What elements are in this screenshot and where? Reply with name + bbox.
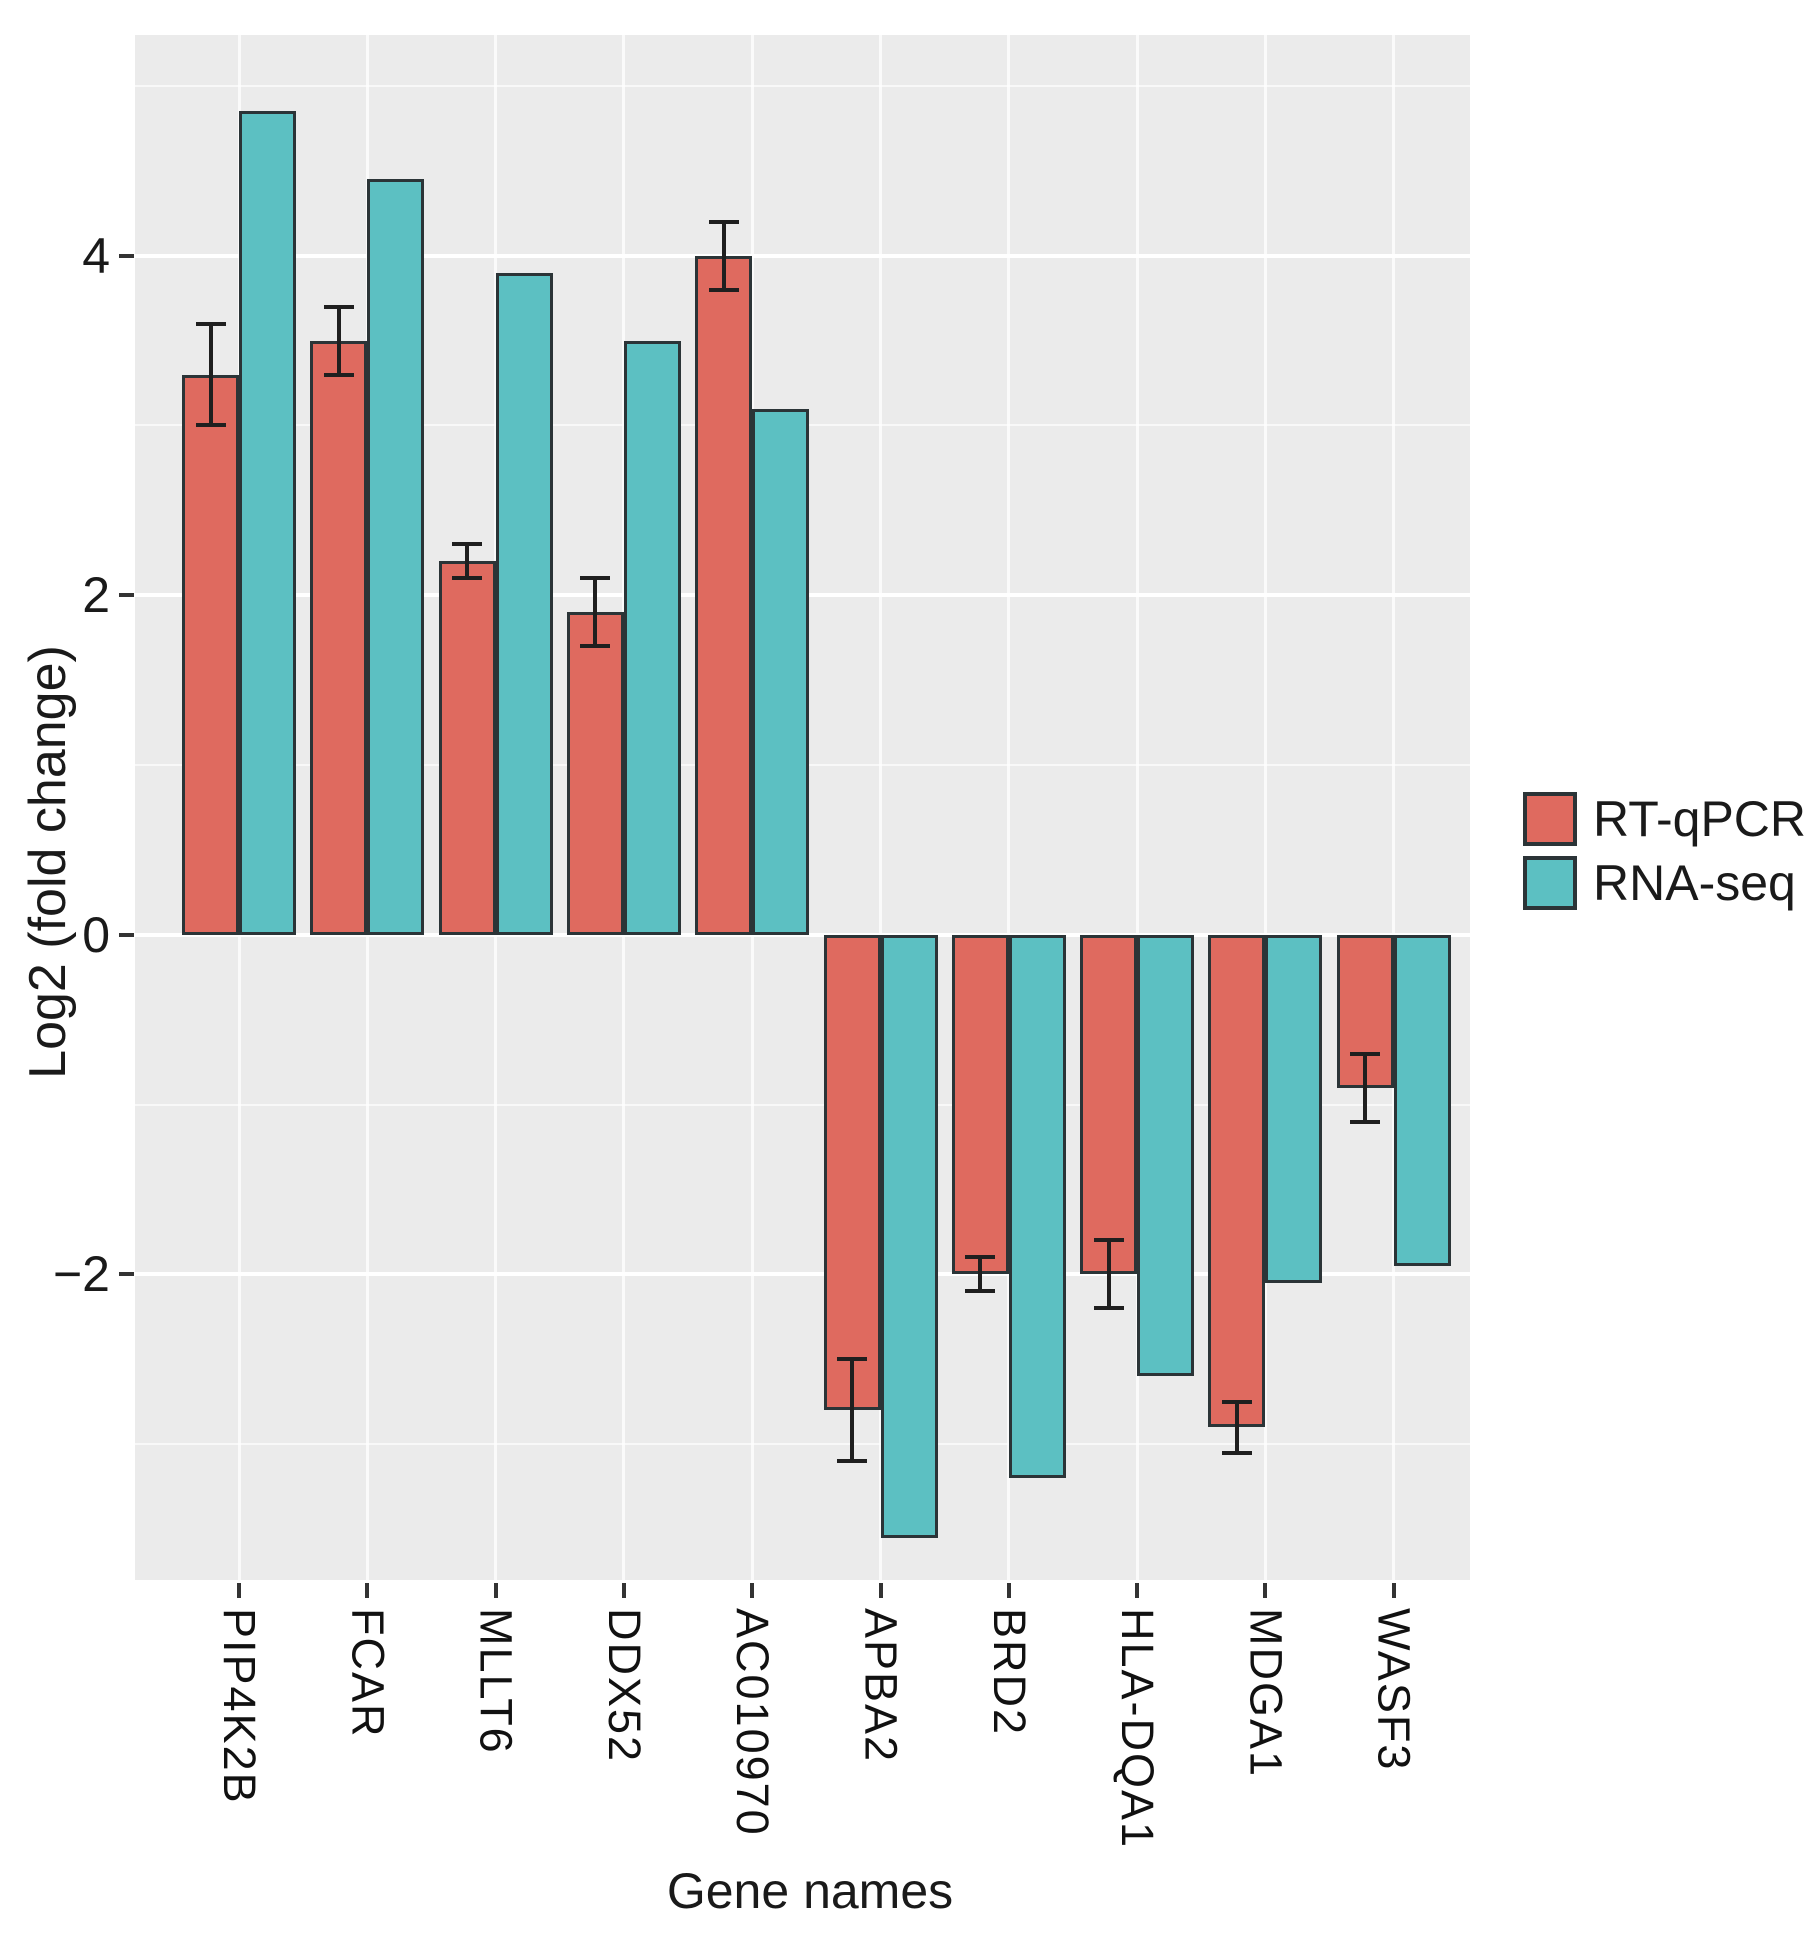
errorbar-cap (965, 1255, 996, 1260)
errorbar-cap (580, 576, 611, 581)
y-major-gridline (135, 932, 1470, 937)
y-major-gridline (135, 253, 1470, 258)
errorbar-cap (708, 219, 739, 224)
x-tick-label-gene: DDX52 (598, 1608, 650, 1764)
x-tick-label-gene: APBA2 (855, 1608, 907, 1764)
x-tick-label-gene: MLLT6 (470, 1608, 522, 1755)
x-tick-label-gene: HLA-DQA1 (1112, 1608, 1164, 1850)
x-gridline (879, 35, 882, 1580)
x-tick-mark (365, 1583, 370, 1598)
y-axis-title: Log2 (fold change) (19, 645, 77, 1079)
x-tick-label-gene: AC010970 (727, 1608, 779, 1837)
x-gridline (1135, 35, 1139, 1580)
errorbar-cap (1350, 1051, 1381, 1056)
legend-label-rna-seq: RNA-seq (1593, 855, 1796, 911)
y-tick-label: −2 (52, 1246, 110, 1303)
y-tick-label: 2 (82, 567, 110, 624)
legend-entry-rna-seq: RNA-seq (1523, 854, 1806, 912)
x-gridline (1007, 35, 1011, 1580)
rna-seq-bar (752, 408, 810, 935)
x-tick-mark (493, 1583, 498, 1598)
rt-qpcr-swatch-icon (1523, 792, 1577, 846)
rt-qpcr-bar (1208, 934, 1266, 1428)
errorbar (208, 323, 213, 426)
rna-seq-bar (495, 272, 553, 935)
rt-qpcr-bar (182, 374, 239, 935)
errorbar-cap (1221, 1399, 1252, 1404)
errorbar (850, 1359, 854, 1462)
rt-qpcr-bar (823, 934, 881, 1411)
y-minor-gridline (135, 1443, 1470, 1446)
rna-seq-bar (1137, 934, 1195, 1377)
errorbar-cap (195, 321, 226, 326)
legend: RT-qPCR RNA-seq (1523, 790, 1806, 918)
x-tick-mark (1135, 1583, 1140, 1598)
legend-label-rt-qpcr: RT-qPCR (1593, 791, 1807, 847)
errorbar-cap (452, 576, 483, 581)
errorbar (336, 306, 341, 375)
errorbar (1363, 1053, 1368, 1122)
y-tick-label: 0 (82, 906, 110, 963)
errorbar-cap (580, 644, 611, 649)
rt-qpcr-bar (951, 934, 1009, 1275)
x-tick-label-gene: BRD2 (983, 1608, 1035, 1737)
rt-qpcr-bar (310, 340, 368, 935)
y-tick-mark (119, 593, 134, 598)
errorbar (978, 1257, 983, 1292)
rna-seq-bar (239, 111, 296, 935)
legend-entry-rt-qpcr: RT-qPCR (1523, 790, 1806, 848)
y-major-gridline (135, 1272, 1470, 1277)
errorbar-cap (323, 304, 354, 309)
x-tick-label-gene: PIP4K2B (214, 1608, 265, 1805)
rna-seq-bar (880, 934, 938, 1538)
y-tick-mark (119, 1272, 134, 1277)
errorbar (1234, 1401, 1239, 1453)
rna-seq-swatch-icon (1523, 856, 1577, 910)
errorbar-cap (708, 287, 739, 292)
errorbar-cap (452, 542, 483, 547)
errorbar (593, 578, 598, 647)
rt-qpcr-bar (566, 612, 624, 935)
y-tick-mark (119, 253, 134, 258)
x-tick-mark (1391, 1583, 1396, 1598)
x-tick-mark (237, 1583, 241, 1598)
errorbar (1106, 1240, 1111, 1309)
errorbar-cap (1093, 1238, 1124, 1243)
rna-seq-bar (1393, 934, 1451, 1266)
errorbar-cap (1221, 1450, 1252, 1455)
rna-seq-bar (367, 179, 425, 935)
x-gridline (1392, 35, 1396, 1580)
rt-qpcr-bar (1080, 934, 1138, 1275)
errorbar-cap (837, 1459, 867, 1464)
y-tick-mark (119, 932, 134, 937)
y-tick-label: 4 (82, 227, 110, 284)
errorbar-cap (195, 423, 226, 428)
errorbar-cap (1350, 1119, 1381, 1124)
x-tick-mark (1263, 1583, 1268, 1598)
x-tick-mark (621, 1583, 626, 1598)
x-tick-label-gene: FCAR (342, 1608, 394, 1739)
rna-seq-bar (1265, 934, 1323, 1283)
y-minor-gridline (135, 1103, 1470, 1106)
x-gridline (1263, 35, 1267, 1580)
x-tick-label-gene: WASF3 (1368, 1608, 1420, 1772)
x-tick-mark (878, 1583, 883, 1598)
errorbar-cap (837, 1357, 867, 1362)
errorbar (721, 221, 726, 290)
errorbar-cap (323, 372, 354, 377)
x-axis-title: Gene names (666, 1863, 954, 1919)
errorbar-cap (1093, 1306, 1124, 1311)
y-minor-gridline (135, 84, 1470, 87)
rna-seq-bar (623, 340, 681, 935)
x-tick-label-gene: MDGA1 (1240, 1608, 1292, 1779)
x-tick-mark (1006, 1583, 1011, 1598)
x-tick-mark (750, 1583, 755, 1598)
errorbar (465, 544, 470, 579)
rna-seq-bar (1008, 934, 1066, 1479)
errorbar-cap (965, 1289, 996, 1294)
rt-qpcr-bar (438, 561, 496, 935)
rt-qpcr-bar (695, 255, 753, 935)
